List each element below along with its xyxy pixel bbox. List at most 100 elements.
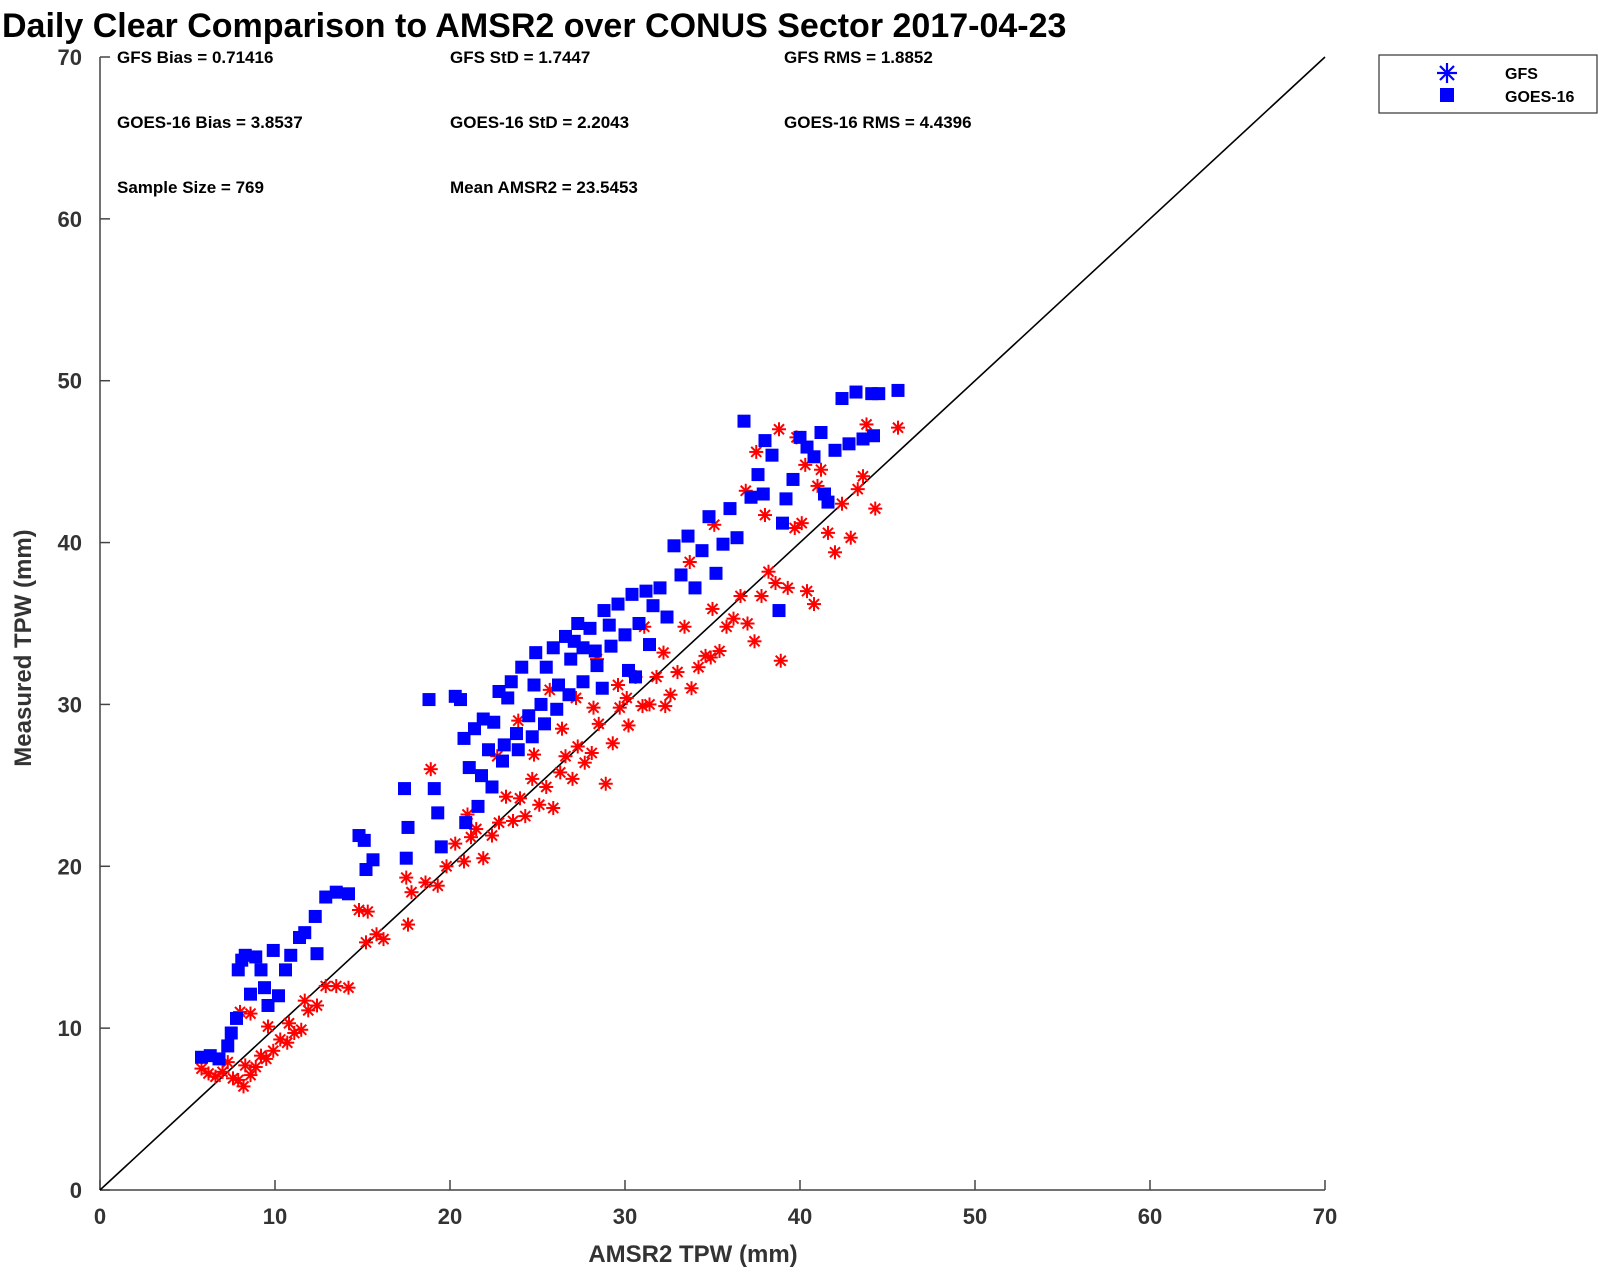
gfs-point [658,699,673,714]
goes16-point [308,909,322,923]
goes16-point [434,840,448,854]
goes16-point [618,628,632,642]
goes16-point [695,544,709,558]
goes16-point [212,1052,226,1066]
gfs-point [282,1016,296,1031]
goes16-point [779,492,793,506]
goes16-point [646,599,660,613]
gfs-point [518,809,533,824]
goes16-point [496,754,509,768]
goes16-series [195,383,905,1066]
gfs-point [399,870,414,885]
goes16-point [716,537,730,551]
goes16-point [807,450,821,464]
goes16-point [485,780,499,794]
y-tick-label: 30 [58,692,82,717]
gfs-point [612,700,627,715]
goes16-point [786,472,800,486]
gfs-point [513,791,527,806]
gfs-point [401,917,415,932]
goes16-point [872,387,886,401]
goes16-point [539,660,553,674]
goes16-point [588,644,602,658]
goes16-point [398,782,411,796]
goes16-point [401,820,415,834]
gfs-point [236,1079,251,1094]
gfs-point [418,875,433,890]
gfs-point [740,616,755,631]
x-tick-label: 10 [263,1204,287,1229]
x-tick-label: 40 [788,1204,812,1229]
goes16-point [571,617,585,630]
legend: GFS GOES-16 [1378,54,1598,114]
goes16-point [319,890,333,904]
gfs-point [558,749,573,764]
gfs-point [238,1058,253,1073]
goes16-point [525,730,539,744]
goes16-point [342,887,355,901]
x-tick-label: 20 [438,1204,462,1229]
goes16-point [510,727,523,741]
goes16-point [475,769,488,783]
goes16-point [595,681,609,695]
goes16-point [842,437,856,451]
gfs-point [703,650,718,665]
gfs-point [584,745,599,760]
legend-box [1378,54,1598,114]
goes16-point [765,448,779,462]
y-tick-label: 60 [58,207,82,232]
goes16-point [629,670,642,684]
gfs-point [341,980,356,995]
gfs-point [807,597,821,612]
goes16-point [284,948,298,962]
y-tick-label: 20 [58,854,82,879]
gfs-point [555,721,569,736]
goes16-point [552,678,565,692]
goes16-point [476,712,490,726]
x-tick-label: 0 [94,1204,106,1229]
y-tick-label: 0 [70,1178,82,1203]
gfs-point [619,690,634,705]
goes16-point [867,429,880,443]
goes16-point [562,688,576,702]
gfs-point [598,776,613,791]
goes16-point [527,678,541,692]
sample-size-text: Sample Size = 769 [117,178,264,197]
goes16-point [702,510,716,524]
gfs-point [457,854,471,869]
goes16-point [818,487,831,501]
goes16-point [625,587,639,601]
goes16-point [431,806,445,820]
goes16-point [639,584,653,598]
gfs-point [843,530,858,545]
goes16-point [632,617,646,630]
x-tick-label: 70 [1313,1204,1337,1229]
goes16-point [357,833,371,847]
goes16-point [221,1039,235,1053]
goes16-point [730,531,744,545]
goes16-point [511,743,525,757]
gfs-rms-text: GFS RMS = 1.8852 [784,48,933,67]
goes-bias-text: GOES-16 Bias = 3.8537 [117,113,303,132]
goes16-point [674,568,688,582]
goes16-point [534,697,548,711]
gfs-point [605,736,620,751]
goes16-point [643,638,656,652]
gfs-point [553,765,568,780]
gfs-point [215,1064,230,1079]
x-axis-label: AMSR2 TPW (mm) [588,1241,797,1268]
x-ticks: 0 10 20 30 40 50 60 70 [94,1180,1337,1229]
gfs-point [525,771,540,786]
goes16-point [737,414,751,428]
gfs-point [800,584,814,599]
gfs-point [621,718,636,733]
gfs-point [663,687,678,702]
goes16-point [504,675,518,689]
goes16-point [462,761,476,775]
goes16-point [583,621,597,635]
goes16-point [756,487,770,501]
goes16-point [660,610,674,624]
goes16-point [546,641,560,655]
gfs-point [611,678,625,693]
x-tick-label: 60 [1138,1204,1162,1229]
